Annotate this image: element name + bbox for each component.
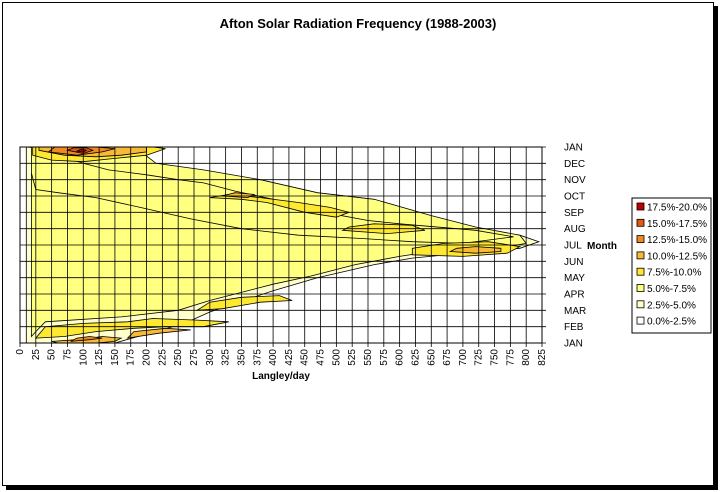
legend-swatch [636, 267, 645, 276]
x-tick-label: 825 [537, 349, 548, 366]
chart-title: Afton Solar Radiation Frequency (1988-20… [220, 16, 497, 31]
x-tick-label: 475 [316, 349, 327, 366]
y-tick-label: JAN [564, 339, 583, 350]
legend-label: 7.5%-10.0% [647, 268, 702, 279]
x-tick-label: 525 [347, 349, 358, 366]
x-tick-label: 100 [78, 349, 89, 366]
y-tick-label: DEC [564, 159, 585, 170]
y-tick-label: MAR [564, 306, 586, 317]
x-tick-label: 400 [268, 349, 279, 366]
legend-label: 0.0%-2.5% [647, 317, 696, 328]
x-tick-label: 0 [15, 349, 26, 355]
contour-band-3 [30, 147, 514, 244]
y-tick-label: SEP [564, 208, 584, 219]
legend-swatch [636, 300, 645, 309]
x-tick-label: 375 [252, 349, 263, 366]
contour-band-15 [70, 336, 103, 342]
y-tick-label: JUL [564, 241, 582, 252]
x-tick-label: 700 [458, 349, 469, 366]
x-tick-label: 575 [379, 349, 390, 366]
x-tick-label: 650 [426, 349, 437, 366]
plot-border [19, 146, 543, 344]
legend-swatch [636, 202, 645, 211]
x-tick-label: 675 [442, 349, 453, 366]
x-tick-label: 500 [331, 349, 342, 366]
grid-lines [19, 146, 546, 347]
x-tick-label: 250 [173, 349, 184, 366]
legend: 17.5%-20.0% 15.0%-17.5% 12.5%-15.0% 10.0%-1… [631, 197, 712, 334]
y-tick-label: NOV [564, 175, 586, 186]
y-tick-label: APR [564, 290, 585, 301]
y-tick-labels: JAN FEB MAR APR MAY JUN JUL AUG SEP OCT NOV DEC JAN [564, 143, 586, 350]
contour-band-5 [195, 295, 293, 311]
contour-band-18 [75, 148, 88, 153]
x-tick-label: 800 [521, 349, 532, 366]
legend-swatch [636, 218, 645, 227]
legend-label: 15.0%-17.5% [647, 219, 707, 230]
x-tick-label: 725 [474, 349, 485, 366]
x-tick-label: 425 [284, 349, 295, 366]
y-tick-label: JAN [564, 143, 583, 154]
x-tick-label: 50 [47, 349, 58, 361]
legend-label: 12.5%-15.0% [647, 235, 707, 246]
x-tick-labels: 0 25 50 75 100 125 150 175 200 225 250 275 300 325 350… [15, 349, 548, 366]
x-tick-label: 600 [395, 349, 406, 366]
legend-box [631, 197, 712, 334]
x-tick-label: 750 [490, 349, 501, 366]
legend-label: 17.5%-20.0% [647, 203, 707, 214]
legend-swatch [636, 284, 645, 292]
y-tick-label: MAY [564, 273, 585, 284]
x-tick-label: 25 [31, 349, 42, 361]
x-tick-label: 775 [505, 349, 516, 366]
x-tick-label: 350 [236, 349, 247, 366]
legend-label: 10.0%-12.5% [647, 251, 707, 262]
legend-swatch [636, 251, 645, 260]
x-tick-label: 275 [189, 349, 200, 366]
x-tick-label: 200 [142, 349, 153, 366]
y-tick-label: JUN [564, 257, 583, 268]
legend-label: 5.0%-7.5% [647, 284, 696, 295]
x-tick-label: 225 [157, 349, 168, 366]
legend-swatch [636, 235, 645, 244]
x-tick-label: 450 [300, 349, 311, 366]
legend-label: 2.5%-5.0% [647, 300, 696, 311]
y-tick-label: OCT [564, 192, 585, 203]
x-tick-label: 150 [110, 349, 121, 366]
legend-swatch [636, 316, 645, 325]
y-axis-label: Month [587, 241, 617, 252]
y-tick-label: FEB [564, 322, 584, 333]
x-tick-label: 175 [126, 349, 137, 366]
x-tick-label: 125 [94, 349, 105, 366]
x-tick-label: 625 [410, 349, 421, 366]
x-axis-label: Langley/day [252, 371, 310, 382]
x-tick-label: 550 [363, 349, 374, 366]
x-tick-label: 300 [205, 349, 216, 366]
x-tick-label: 75 [62, 349, 73, 361]
contour-regions [20, 147, 542, 343]
y-tick-label: AUG [564, 224, 586, 235]
x-tick-label: 325 [221, 349, 232, 366]
